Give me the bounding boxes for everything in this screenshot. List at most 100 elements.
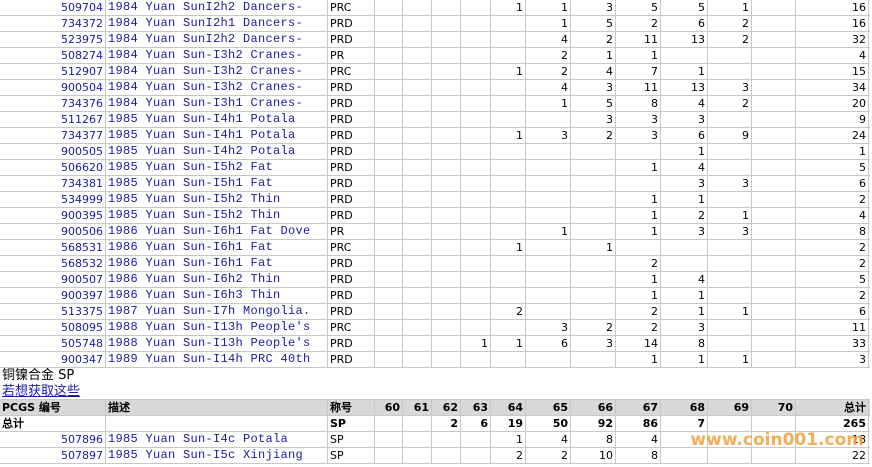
description[interactable]: 1986 Yuan Sun-I6h1 Fat Dove: [106, 224, 328, 239]
grade-count: 11: [616, 32, 661, 47]
table-row: 900506 1986 Yuan Sun-I6h1 Fat Dove PR 1 1 3 3 8: [0, 224, 870, 240]
pcgs-id[interactable]: 508274: [0, 48, 106, 63]
description[interactable]: 1986 Yuan Sun-I6h3 Thin: [106, 288, 328, 303]
grade-count: 7: [661, 416, 708, 431]
pcgs-id[interactable]: 900395: [0, 208, 106, 223]
grade-count: [752, 192, 796, 207]
description[interactable]: 1984 Yuan Sun-I3h2 Cranes-: [106, 48, 328, 63]
pcgs-id[interactable]: 900504: [0, 80, 106, 95]
grade-count: [403, 288, 432, 303]
grade-count: [403, 0, 432, 15]
grade-count: [432, 32, 461, 47]
grade-count: 1: [616, 224, 661, 239]
description[interactable]: 1984 Yuan Sun-I3h1 Cranes-: [106, 96, 328, 111]
grade-count: [403, 16, 432, 31]
pcgs-id[interactable]: 568531: [0, 240, 106, 255]
grade-count: [571, 144, 616, 159]
grade-count: [461, 192, 491, 207]
description[interactable]: 1985 Yuan Sun-I5h2 Thin: [106, 192, 328, 207]
grade-count: [461, 448, 491, 463]
pcgs-id[interactable]: 734376: [0, 96, 106, 111]
grade-count: [403, 256, 432, 271]
grade-count: [526, 192, 571, 207]
description[interactable]: 1985 Yuan Sun-I5h2 Thin: [106, 208, 328, 223]
grade-count: 2: [571, 32, 616, 47]
pcgs-id[interactable]: 509704: [0, 0, 106, 15]
pcgs-id[interactable]: 900506: [0, 224, 106, 239]
section-link[interactable]: 若想获取这些: [0, 384, 870, 400]
description[interactable]: 1989 Yuan Sun-I14h PRC 40th: [106, 352, 328, 367]
pcgs-id[interactable]: 511267: [0, 112, 106, 127]
pcgs-id[interactable]: 523975: [0, 32, 106, 47]
grade-count: [752, 112, 796, 127]
pcgs-id[interactable]: 734377: [0, 128, 106, 143]
grade-count: [491, 32, 526, 47]
pcgs-id[interactable]: 900505: [0, 144, 106, 159]
grade-count: [708, 48, 752, 63]
pcgs-id[interactable]: 507896: [0, 432, 106, 447]
grade-count: [461, 256, 491, 271]
pcgs-id[interactable]: 507897: [0, 448, 106, 463]
grade-count: 2: [616, 16, 661, 31]
grade-count: 1: [708, 304, 752, 319]
grade-count: [432, 96, 461, 111]
description[interactable]: 1984 Yuan SunI2h2 Dancers-: [106, 0, 328, 15]
pcgs-id[interactable]: 534999: [0, 192, 106, 207]
description[interactable]: 1985 Yuan Sun-I5h1 Fat: [106, 176, 328, 191]
description[interactable]: 1984 Yuan Sun-I3h2 Cranes-: [106, 64, 328, 79]
pcgs-id[interactable]: 513375: [0, 304, 106, 319]
description[interactable]: 1985 Yuan Sun-I5c Xinjiang: [106, 448, 328, 463]
designation: PRD: [328, 288, 375, 303]
description[interactable]: 1986 Yuan Sun-I6h1 Fat: [106, 256, 328, 271]
grade-count: 2: [708, 16, 752, 31]
grade-count: [375, 16, 403, 31]
grade-count: 8: [616, 448, 661, 463]
grade-count: 1: [491, 64, 526, 79]
description[interactable]: 1986 Yuan Sun-I6h1 Fat: [106, 240, 328, 255]
grade-count: [616, 240, 661, 255]
pcgs-id[interactable]: 900347: [0, 352, 106, 367]
description[interactable]: 1984 Yuan SunI2h2 Dancers-: [106, 32, 328, 47]
description[interactable]: 1985 Yuan Sun-I4h1 Potala: [106, 128, 328, 143]
grade-count: [403, 160, 432, 175]
grade-count: 92: [571, 416, 616, 431]
description[interactable]: 1985 Yuan Sun-I5h2 Fat: [106, 160, 328, 175]
total: 4: [796, 208, 869, 223]
pcgs-id[interactable]: 900397: [0, 288, 106, 303]
description[interactable]: 1988 Yuan Sun-I13h People's: [106, 336, 328, 351]
pcgs-id[interactable]: 734381: [0, 176, 106, 191]
grade-count: [375, 224, 403, 239]
pcgs-id[interactable]: 734372: [0, 16, 106, 31]
pcgs-id[interactable]: 900507: [0, 272, 106, 287]
grade-count: 6: [661, 128, 708, 143]
description[interactable]: 1987 Yuan Sun-I7h Mongolia.: [106, 304, 328, 319]
description[interactable]: 1988 Yuan Sun-I13h People's: [106, 320, 328, 335]
table-row: 734376 1984 Yuan Sun-I3h1 Cranes- PRD 1 5 8 4 2…: [0, 96, 870, 112]
grade-count: 2: [616, 320, 661, 335]
total: 34: [796, 80, 869, 95]
description[interactable]: 1985 Yuan Sun-I4h1 Potala: [106, 112, 328, 127]
grade-count: [491, 272, 526, 287]
pcgs-id[interactable]: 505748: [0, 336, 106, 351]
pcgs-id[interactable]: 568532: [0, 256, 106, 271]
description[interactable]: 1986 Yuan Sun-I6h2 Thin: [106, 272, 328, 287]
grade-count: [752, 224, 796, 239]
grade-count: [708, 144, 752, 159]
grade-count: 2: [616, 256, 661, 271]
grade-count: 1: [616, 192, 661, 207]
pcgs-id[interactable]: 512907: [0, 64, 106, 79]
grade-count: [432, 48, 461, 63]
grade-count: [708, 240, 752, 255]
table-row: 508274 1984 Yuan Sun-I3h2 Cranes- PR 2 1 1 4: [0, 48, 870, 64]
grade-count: 2: [526, 48, 571, 63]
description[interactable]: 1985 Yuan Sun-I4c Potala: [106, 432, 328, 447]
description[interactable]: 1985 Yuan Sun-I4h2 Potala: [106, 144, 328, 159]
total: 16: [796, 16, 869, 31]
pcgs-id[interactable]: 508095: [0, 320, 106, 335]
description[interactable]: 1984 Yuan SunI2h1 Dancers-: [106, 16, 328, 31]
header-cell: 68: [661, 400, 708, 415]
grade-count: 3: [708, 80, 752, 95]
pcgs-id[interactable]: 506620: [0, 160, 106, 175]
description[interactable]: 1984 Yuan Sun-I3h2 Cranes-: [106, 80, 328, 95]
header-cell: 61: [403, 400, 432, 415]
